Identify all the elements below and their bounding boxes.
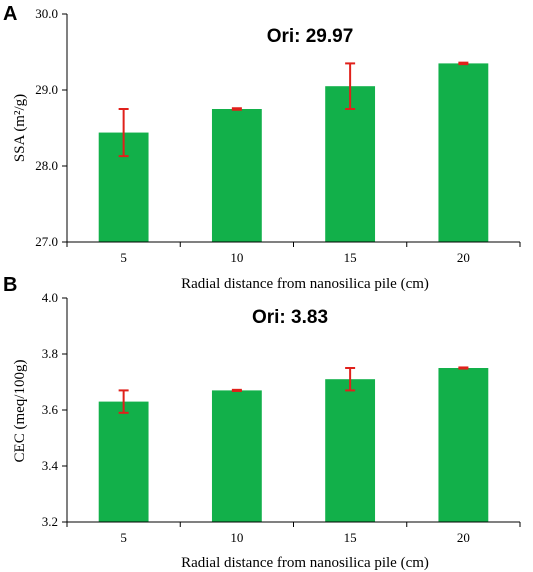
- panel-b-y-tick-label: 3.6: [42, 402, 59, 417]
- panel-b-y-tick-label: 3.8: [42, 346, 58, 361]
- panel-b-bar-10: [211, 390, 262, 522]
- panel-b-x-tick-label: 5: [120, 530, 127, 545]
- panel-b-y-axis-label: CEC (meq/100g): [12, 360, 28, 463]
- panel-a-y-tick-label: 30.0: [35, 6, 58, 21]
- panel-a-y-tick-label: 28.0: [35, 158, 58, 173]
- panel-a-x-axis-label: Radial distance from nanosilica pile (cm…: [181, 276, 429, 292]
- panel-b: B Ori: 3.83 CEC (meq/100g) Radial distan…: [3, 274, 521, 571]
- panel-a-x-tick-label: 20: [457, 250, 470, 265]
- panel-b-x-axis-label: Radial distance from nanosilica pile (cm…: [181, 555, 429, 571]
- panel-a-y-tick-label: 27.0: [35, 234, 58, 249]
- panel-b-bar-5: [98, 401, 149, 522]
- panel-a-marks: 27.0 28.0 29.0 30.0 5 10 15 20: [35, 6, 521, 265]
- panel-b-marks: 3.2 3.4 3.6 3.8 4.0 5 10 15 20: [42, 290, 521, 545]
- panel-b-y-tick-label: 3.2: [42, 514, 58, 529]
- panel-b-y-tick-label: 3.4: [42, 458, 59, 473]
- panel-a-y-tick-label: 29.0: [35, 82, 58, 97]
- panel-a-original-value: Ori: 29.97: [267, 26, 354, 47]
- panel-b-x-tick-label: 20: [457, 530, 470, 545]
- panel-a-bar-15: [325, 86, 376, 242]
- panel-a-x-tick-label: 10: [230, 250, 243, 265]
- panel-a-bar-10: [211, 109, 262, 242]
- panel-b-bar-20: [438, 368, 489, 522]
- panel-b-letter: B: [3, 274, 17, 296]
- panel-a-x-tick-label: 15: [344, 250, 357, 265]
- panel-b-original-value: Ori: 3.83: [252, 307, 328, 328]
- panel-a-bar-20: [438, 63, 489, 243]
- panel-b-y-tick-label: 4.0: [42, 290, 58, 305]
- panel-b-x-tick-label: 15: [344, 530, 357, 545]
- panel-a-letter: A: [3, 3, 17, 25]
- panel-a-x-tick-label: 5: [120, 250, 127, 265]
- panel-b-bar-15: [325, 379, 376, 522]
- panel-a-y-axis-label: SSA (m²/g): [12, 94, 28, 162]
- panel-b-x-tick-label: 10: [230, 530, 243, 545]
- panel-a: A Ori: 29.97 SSA (m²/g) Radial distance …: [3, 3, 521, 292]
